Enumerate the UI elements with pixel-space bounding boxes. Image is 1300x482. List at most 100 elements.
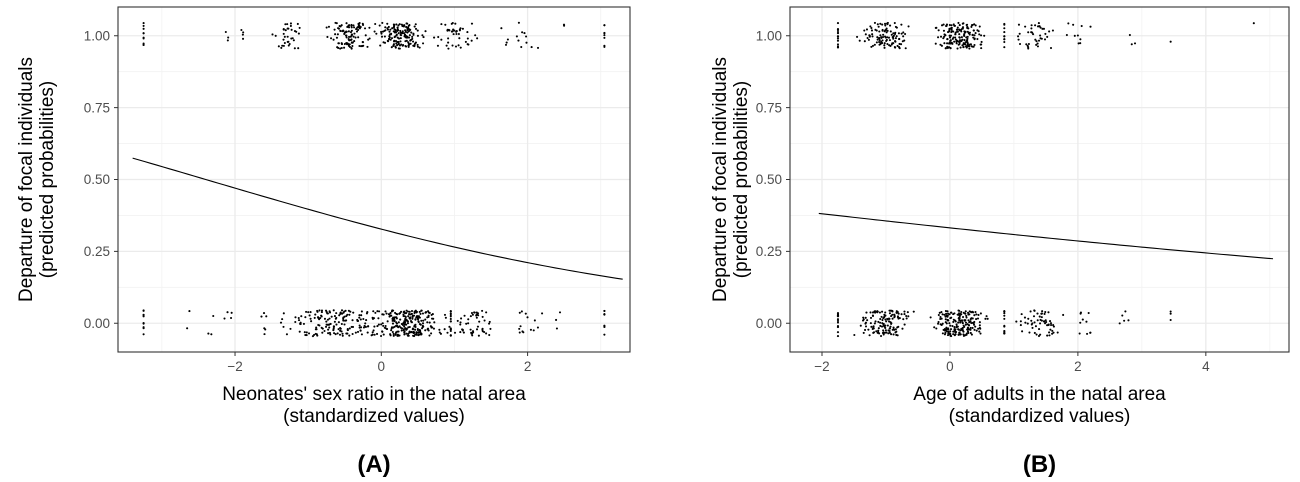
x-axis-title: (standardized values) (949, 406, 1131, 427)
data-point (390, 310, 393, 313)
data-point (420, 309, 423, 312)
data-point (386, 27, 389, 30)
data-point (439, 332, 442, 335)
data-point (293, 30, 297, 33)
data-point (878, 39, 881, 42)
data-point (420, 332, 423, 335)
data-point (1046, 35, 1049, 38)
data-point (297, 32, 300, 35)
data-point (1067, 22, 1070, 25)
data-point (408, 330, 411, 333)
data-point (338, 25, 341, 28)
data-point (970, 333, 973, 336)
y-axis-title: (predicted probabilities) (37, 81, 58, 279)
data-point (881, 28, 884, 32)
fitted-probability-line (818, 212, 1274, 260)
data-point (405, 22, 408, 25)
data-point (1052, 324, 1055, 327)
y-tick-label: 1.00 (756, 28, 782, 43)
data-point (397, 321, 400, 324)
data-point (963, 33, 966, 36)
data-point (940, 323, 943, 327)
data-point (947, 328, 950, 331)
data-point (444, 316, 447, 319)
data-point (1050, 323, 1053, 327)
data-point (399, 29, 402, 32)
data-point (409, 39, 412, 42)
data-point (945, 326, 948, 329)
data-point (321, 331, 324, 334)
data-point (366, 331, 369, 334)
data-point (518, 327, 521, 330)
data-point (405, 35, 408, 38)
data-point (1019, 324, 1022, 327)
data-point (329, 333, 332, 336)
data-point (894, 328, 897, 331)
x-tick-label: −2 (814, 359, 829, 374)
data-point (413, 335, 416, 338)
data-point (836, 28, 840, 31)
data-point (881, 310, 884, 313)
data-point (371, 331, 374, 334)
data-point (351, 44, 354, 48)
y-axis-title: (predicted probabilities) (731, 81, 752, 279)
data-point (142, 309, 145, 312)
data-point (380, 32, 383, 35)
data-point (142, 333, 145, 336)
data-point (289, 327, 292, 330)
data-point (1043, 38, 1047, 41)
data-point (1062, 313, 1065, 317)
data-point (976, 317, 980, 320)
data-point (885, 31, 888, 34)
data-point (335, 316, 338, 319)
data-point (417, 320, 420, 324)
data-point (390, 329, 393, 332)
data-point (335, 312, 338, 315)
data-point (307, 332, 311, 335)
data-point (282, 312, 285, 315)
data-point (968, 33, 971, 36)
data-point (1042, 27, 1045, 30)
data-point (888, 331, 891, 334)
data-point (451, 21, 454, 25)
data-point (880, 325, 884, 328)
data-point (394, 311, 397, 314)
x-axis-title: Age of adults in the natal area (913, 384, 1166, 405)
data-point (937, 313, 940, 317)
data-point (884, 326, 887, 330)
data-point (341, 334, 344, 337)
data-point (964, 31, 967, 34)
data-point (887, 36, 891, 39)
data-point (883, 44, 886, 47)
data-point (882, 33, 885, 36)
data-point (286, 40, 289, 43)
data-point (451, 44, 454, 47)
data-point (384, 310, 387, 313)
data-point (417, 315, 420, 318)
data-point (879, 22, 882, 25)
data-point (949, 330, 952, 333)
data-point (1003, 31, 1006, 34)
data-point (862, 331, 865, 334)
data-point (960, 319, 964, 322)
data-point (373, 30, 376, 33)
data-point (404, 312, 407, 315)
data-point (359, 318, 362, 321)
data-point (950, 335, 953, 338)
data-point (864, 316, 867, 319)
data-point (888, 309, 891, 312)
data-point (454, 45, 458, 48)
data-point (419, 312, 422, 315)
data-point (876, 38, 879, 41)
data-point (836, 37, 840, 40)
data-point (343, 32, 346, 35)
data-point (1003, 317, 1006, 320)
data-point (863, 29, 866, 32)
data-point (871, 35, 874, 38)
data-point (332, 309, 335, 312)
data-point (355, 28, 358, 31)
data-point (368, 26, 371, 29)
data-point (1003, 332, 1006, 335)
data-point (399, 326, 402, 329)
data-point (303, 331, 306, 334)
